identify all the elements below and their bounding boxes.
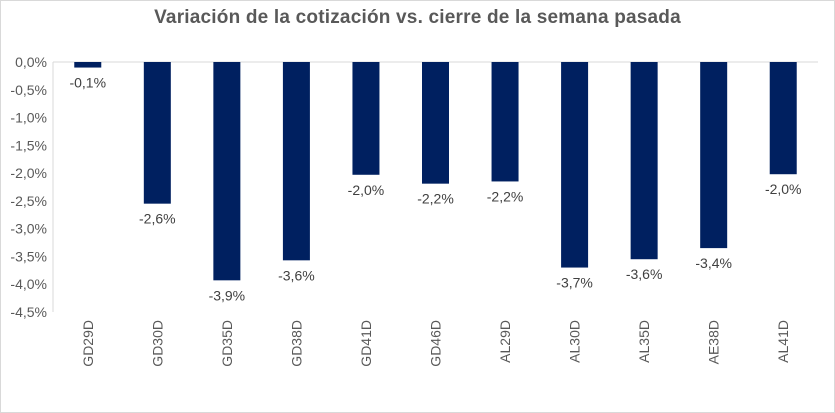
bar [143,62,171,204]
data-label: -2,6% [139,211,176,227]
category-label: GD35D [219,320,235,367]
category-label: GD46D [428,320,444,367]
data-label: -2,0% [348,182,385,198]
bar [630,62,658,260]
chart-title: Variación de la cotización vs. cierre de… [154,7,681,28]
category-label: GD38D [288,320,304,367]
data-label: -2,2% [417,191,454,207]
bar [352,62,380,175]
category-label: GD29D [80,320,96,367]
y-tick-label: 0,0% [15,54,47,70]
bar [491,62,519,182]
y-tick-label: -2,0% [10,165,47,181]
data-label: -0,1% [69,75,106,91]
bar [769,62,797,175]
data-label: -2,2% [487,188,524,204]
y-tick-label: -3,5% [10,248,47,264]
bar [282,62,310,261]
y-tick-label: -1,0% [10,110,47,126]
data-label: -2,0% [765,181,802,197]
category-label: GD30D [149,320,165,367]
category-label: GD41D [358,320,374,367]
category-label: AE38D [706,320,722,364]
data-label: -3,6% [278,267,315,283]
data-label: -3,6% [626,266,663,282]
bar [74,62,102,68]
data-label: -3,9% [209,287,246,303]
category-label: AL30D [567,320,583,363]
data-label: -3,7% [556,275,593,291]
y-tick-label: -4,0% [10,276,47,292]
category-label: AL35D [636,320,652,363]
bar [561,62,589,268]
y-tick-label: -0,5% [10,82,47,98]
bar [422,62,449,184]
category-label: AL41D [775,320,791,363]
y-tick-label: -4,5% [10,304,47,320]
y-tick-label: -1,5% [10,137,47,153]
category-label: AL29D [497,320,513,363]
y-tick-label: -2,5% [10,193,47,209]
data-label: -3,4% [695,255,732,271]
bar [700,62,728,249]
bar [213,62,241,281]
y-tick-label: -3,0% [10,221,47,237]
